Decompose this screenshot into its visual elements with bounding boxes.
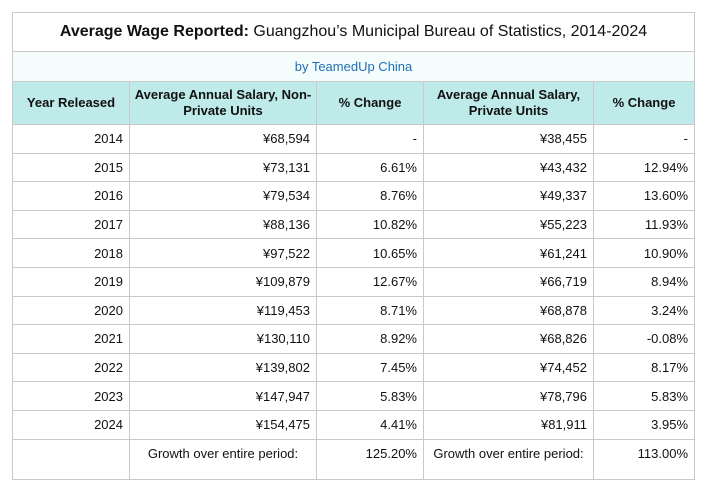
table-row: 2017 ¥88,136 10.82% ¥55,223 11.93% (12, 209, 696, 240)
subtitle-row: by TeamedUp China (11, 51, 696, 82)
header-private-change: % Change (592, 81, 696, 125)
table-row: 2024 ¥154,475 4.41% ¥81,911 3.95% (12, 409, 696, 440)
nonprivate-change-cell: 4.41% (316, 409, 424, 440)
nonprivate-change-cell: 8.71% (316, 295, 424, 326)
table-subtitle: by TeamedUp China (11, 51, 696, 82)
year-cell: 2019 (12, 266, 130, 297)
table-row: 2019 ¥109,879 12.67% ¥66,719 8.94% (12, 266, 696, 297)
private-salary-cell: ¥68,878 (423, 295, 594, 326)
private-change-cell: -0.08% (592, 324, 696, 354)
header-nonprivate-salary: Average Annual Salary, Non-Private Units (129, 81, 317, 125)
nonprivate-change-cell: - (316, 124, 424, 154)
private-change-cell: 13.60% (592, 181, 696, 211)
table-row: 2021 ¥130,110 8.92% ¥68,826 -0.08% (12, 324, 696, 354)
table-row: 2015 ¥73,131 6.61% ¥43,432 12.94% (12, 152, 696, 183)
nonprivate-salary-cell: ¥119,453 (129, 295, 317, 326)
private-salary-cell: ¥61,241 (423, 238, 594, 268)
private-change-cell: 10.90% (592, 238, 696, 268)
year-cell: 2017 (12, 209, 130, 240)
nonprivate-change-cell: 6.61% (316, 152, 424, 183)
private-change-cell: - (592, 124, 696, 154)
table-row: 2023 ¥147,947 5.83% ¥78,796 5.83% (12, 381, 696, 411)
header-row: Year Released Average Annual Salary, Non… (12, 81, 696, 125)
title-row: Average Wage Reported: Guangzhou’s Munic… (11, 12, 696, 52)
wage-table: Average Wage Reported: Guangzhou’s Munic… (11, 12, 696, 480)
table-title-bold: Average Wage Reported: (59, 23, 249, 40)
year-cell: 2024 (12, 409, 130, 440)
growth-label-nonprivate: Growth over entire period: (129, 438, 317, 480)
table-row: 2016 ¥79,534 8.76% ¥49,337 13.60% (12, 181, 696, 211)
year-cell: 2020 (12, 295, 130, 326)
nonprivate-salary-cell: ¥97,522 (129, 238, 317, 268)
header-nonprivate-change: % Change (316, 81, 424, 125)
year-cell: 2018 (12, 238, 130, 268)
private-salary-cell: ¥66,719 (423, 266, 594, 297)
nonprivate-change-cell: 10.82% (316, 209, 424, 240)
nonprivate-salary-cell: ¥73,131 (129, 152, 317, 183)
private-change-cell: 8.17% (592, 352, 696, 383)
nonprivate-salary-cell: ¥79,534 (129, 181, 317, 211)
private-salary-cell: ¥78,796 (423, 381, 594, 411)
header-year: Year Released (12, 81, 130, 125)
nonprivate-salary-cell: ¥154,475 (129, 409, 317, 440)
nonprivate-change-cell: 12.67% (316, 266, 424, 297)
year-cell: 2021 (12, 324, 130, 354)
nonprivate-change-cell: 8.76% (316, 181, 424, 211)
header-private-salary: Average Annual Salary, Private Units (423, 81, 594, 125)
growth-label-private: Growth over entire period: (423, 438, 594, 480)
year-cell: 2023 (12, 381, 130, 411)
growth-value-private: 113.00% (592, 438, 696, 480)
private-change-cell: 3.24% (592, 295, 696, 326)
private-salary-cell: ¥38,455 (423, 124, 594, 154)
year-cell: 2014 (12, 124, 130, 154)
private-salary-cell: ¥81,911 (423, 409, 594, 440)
table-row: 2020 ¥119,453 8.71% ¥68,878 3.24% (12, 295, 696, 326)
private-salary-cell: ¥68,826 (423, 324, 594, 354)
table-title-rest: Guangzhou’s Municipal Bureau of Statisti… (248, 23, 648, 40)
growth-row: Growth over entire period: 125.20% Growth … (12, 438, 696, 480)
year-cell: 2015 (12, 152, 130, 183)
nonprivate-salary-cell: ¥88,136 (129, 209, 317, 240)
year-cell: 2022 (12, 352, 130, 383)
private-change-cell: 11.93% (592, 209, 696, 240)
private-change-cell: 5.83% (592, 381, 696, 411)
nonprivate-salary-cell: ¥68,594 (129, 124, 317, 154)
year-cell: 2016 (12, 181, 130, 211)
private-change-cell: 12.94% (592, 152, 696, 183)
table-row: 2014 ¥68,594- ¥38,455- (12, 124, 696, 154)
nonprivate-change-cell: 10.65% (316, 238, 424, 268)
private-salary-cell: ¥55,223 (423, 209, 594, 240)
nonprivate-salary-cell: ¥147,947 (129, 381, 317, 411)
private-change-cell: 8.94% (592, 266, 696, 297)
private-salary-cell: ¥74,452 (423, 352, 594, 383)
nonprivate-salary-cell: ¥139,802 (129, 352, 317, 383)
table-row: 2018 ¥97,522 10.65% ¥61,241 10.90% (12, 238, 696, 268)
table-row: 2022 ¥139,802 7.45% ¥74,452 8.17% (12, 352, 696, 383)
private-change-cell: 3.95% (592, 409, 696, 440)
private-salary-cell: ¥43,432 (423, 152, 594, 183)
growth-blank-cell (12, 438, 130, 480)
private-salary-cell: ¥49,337 (423, 181, 594, 211)
growth-value-nonprivate: 125.20% (316, 438, 424, 480)
table-title: Average Wage Reported: Guangzhou’s Munic… (11, 12, 696, 52)
nonprivate-salary-cell: ¥109,879 (129, 266, 317, 297)
nonprivate-salary-cell: ¥130,110 (129, 324, 317, 354)
nonprivate-change-cell: 8.92% (316, 324, 424, 354)
nonprivate-change-cell: 7.45% (316, 352, 424, 383)
nonprivate-change-cell: 5.83% (316, 381, 424, 411)
